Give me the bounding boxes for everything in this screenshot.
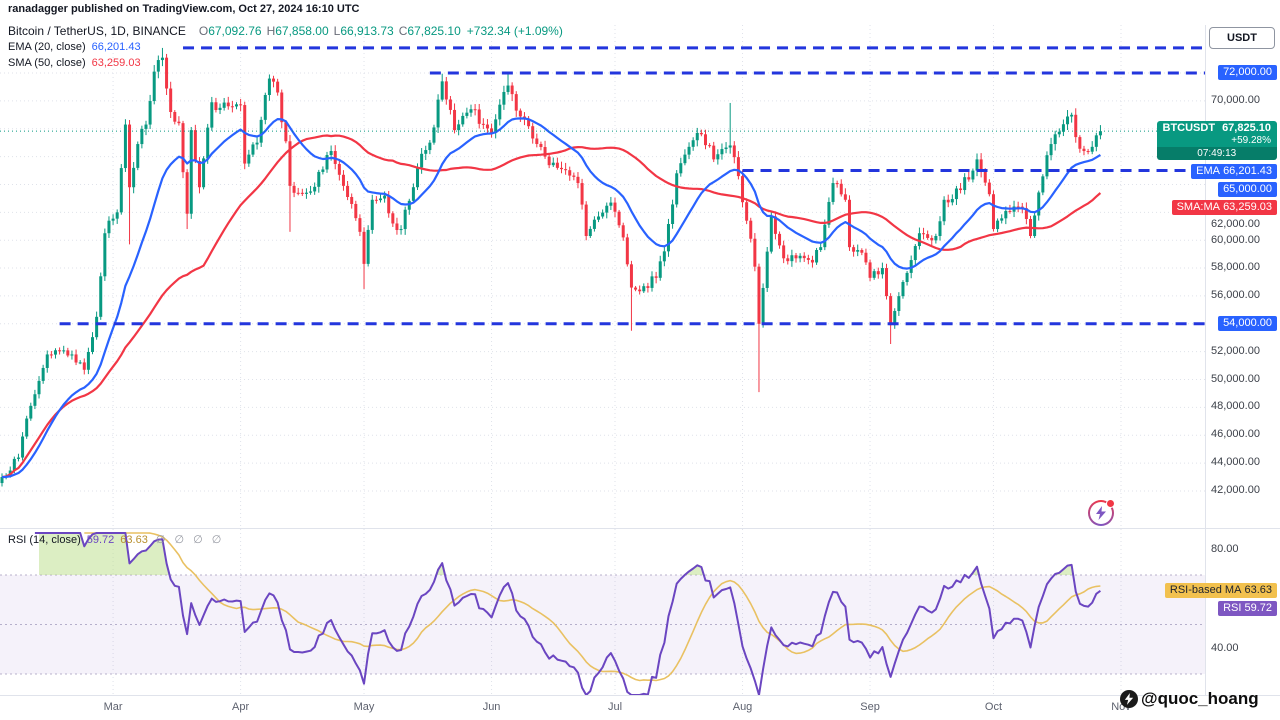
time-axis-month-label[interactable]: Sep [860,701,880,713]
ema-legend-label[interactable]: EMA (20, close) [8,41,86,53]
last-price-value: 67,825.10 [1222,122,1271,135]
attribution-text: ranadagger published on TradingView.com,… [8,3,360,15]
bar-close-countdown: 07:49:13 [1156,147,1277,161]
watermark-logo-icon [1120,690,1138,708]
symbol-legend-row: Bitcoin / TetherUS, 1D, BINANCE O67,092.7… [8,23,563,39]
close-value: 67,825.10 [407,24,461,38]
boost-badge-icon[interactable] [1088,499,1115,526]
rsi-legend: RSI (14, close) 59.72 63.63 ∅ ∅ ∅ ∅ [8,533,224,546]
rsi-axis-label: RSI [1223,601,1242,614]
time-axis-month-label[interactable]: Jun [482,701,501,713]
currency-toggle-button[interactable]: USDT [1209,27,1275,49]
close-label: C [398,24,408,38]
rsi-legend-label[interactable]: RSI (14, close) [8,534,81,546]
last-price-change-pct: +59.28% [1231,135,1271,147]
sma-axis-box: SMA:MA 63,259.03 [1171,200,1277,216]
ema-legend-row: EMA (20, close) 66,201.43 [8,39,563,55]
sma-legend-row: SMA (50, close) 63,259.03 [8,55,563,71]
sma-axis-label: SMA:MA [1176,201,1220,214]
sma-legend-value: 63,259.03 [91,57,141,69]
time-axis-month-label[interactable]: Apr [232,701,250,713]
price-axis-tick[interactable]: 50,000.00 [1211,372,1260,385]
symbol-title[interactable]: Bitcoin / TetherUS, 1D, BINANCE [8,24,186,38]
change-value: +732.34 (+1.09%) [466,24,563,38]
sma-legend-label[interactable]: SMA (50, close) [8,57,86,69]
time-axis-month-label[interactable]: Oct [984,701,1003,713]
ema-axis-value: 66,201.43 [1223,165,1272,178]
low-label: L [333,24,341,38]
rsi-axis-box: RSI 59.72 [1218,600,1277,616]
rsi-axis-tick[interactable]: 40.00 [1211,642,1239,655]
rsi-ma-axis-value: 63.63 [1244,583,1272,596]
time-axis-month-label[interactable]: May [353,701,375,713]
price-axis-tick[interactable]: 60,000.00 [1211,234,1260,247]
ema-axis-label: EMA [1196,165,1220,178]
price-axis-tick[interactable]: 44,000.00 [1211,456,1260,469]
high-label: H [266,24,276,38]
notification-dot [1106,499,1115,508]
price-axis-tick[interactable]: 70,000.00 [1211,93,1260,106]
price-axis-tick[interactable]: 46,000.00 [1211,428,1260,441]
lightning-icon [1090,502,1112,524]
ema-legend-value: 66,201.43 [91,41,141,53]
time-axis-month-label[interactable]: Aug [732,701,753,713]
watermark: @quoc_hoang [1120,689,1259,709]
rsi-legend-value: 59.72 [86,534,115,546]
rsi-axis-value: 59.72 [1244,601,1272,614]
price-axis-tick[interactable]: 62,000.00 [1211,218,1260,231]
ema-axis-box: EMA 66,201.43 [1191,164,1277,180]
price-axis-tick[interactable]: 48,000.00 [1211,400,1260,413]
watermark-text: @quoc_hoang [1141,689,1259,708]
price-axis-tick[interactable]: 52,000.00 [1211,344,1260,357]
level-price-label: 72,000.00 [1218,64,1277,80]
price-axis-tick[interactable]: 56,000.00 [1211,288,1260,301]
sma-axis-value: 63,259.03 [1223,201,1272,214]
last-price-symbol: BTCUSDT [1162,122,1216,135]
rsi-hidden-plots: ∅ ∅ ∅ ∅ [155,534,225,546]
open-label: O [198,24,209,38]
low-value: 66,913.73 [340,24,394,38]
rsi-ma-legend-value: 63.63 [120,534,148,546]
price-axis-tick[interactable]: 58,000.00 [1211,261,1260,274]
level-price-label: 65,000.00 [1218,182,1277,198]
time-axis-month-label[interactable]: Jul [607,701,623,713]
rsi-ma-axis-box: RSI-based MA 63.63 [1164,582,1277,598]
level-price-label: 54,000.00 [1218,315,1277,331]
open-value: 67,092.76 [208,24,262,38]
rsi-ma-axis-label: RSI-based MA [1169,583,1242,596]
last-price-box: BTCUSDT 67,825.10 +59.28% 07:49:13 [1156,121,1277,161]
symbol-legend: Bitcoin / TetherUS, 1D, BINANCE O67,092.7… [8,23,563,71]
rsi-axis-tick[interactable]: 80.00 [1211,543,1239,556]
time-axis-month-label[interactable]: Mar [103,701,123,713]
high-value: 67,858.00 [275,24,329,38]
price-axis-tick[interactable]: 42,000.00 [1211,483,1260,496]
